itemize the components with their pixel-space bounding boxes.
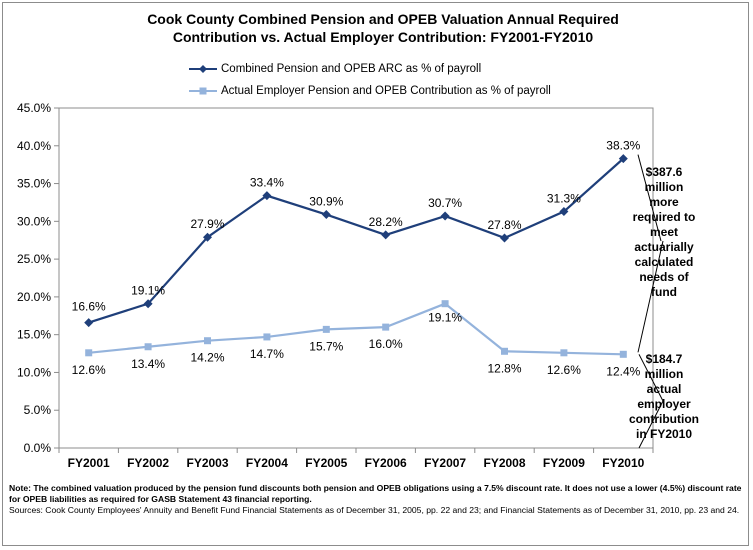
upper-callout-line: calculated xyxy=(634,255,694,269)
lower-callout: $184.7 million actual employer contribution i… xyxy=(623,352,705,442)
data-label-actual: 12.6% xyxy=(547,363,581,377)
data-point-actual xyxy=(204,337,211,345)
legend-label-actual: Actual Employer Pension and OPEB Contrib… xyxy=(221,85,551,97)
y-tick-label: 0.0% xyxy=(24,441,52,455)
data-point-actual xyxy=(382,323,390,331)
note-text: The combined valuation produced by the p… xyxy=(9,483,742,504)
data-label-actual: 16.0% xyxy=(369,337,403,351)
x-tick-label: FY2006 xyxy=(365,456,407,470)
lower-callout-line: million xyxy=(644,367,684,381)
data-label-actual: 12.8% xyxy=(487,361,521,375)
callout-leader-upper-a xyxy=(637,154,662,242)
y-tick-label: 10.0% xyxy=(17,365,51,379)
data-point-actual xyxy=(619,350,627,358)
x-tick-label: FY2004 xyxy=(246,456,288,470)
y-tick-label: 5.0% xyxy=(24,403,52,417)
lower-callout-line: in FY2010 xyxy=(635,427,693,441)
data-point-arc xyxy=(143,299,153,309)
series-line-arc xyxy=(88,157,625,324)
upper-callout-line: actuarially xyxy=(634,240,694,254)
upper-callout-line: needs of xyxy=(639,270,689,284)
y-tick-label: 25.0% xyxy=(17,252,51,266)
series-line-actual xyxy=(88,302,624,356)
x-tick-label: FY2005 xyxy=(305,456,347,470)
data-label-arc: 30.9% xyxy=(309,195,343,209)
upper-callout-line: million xyxy=(644,180,684,194)
lower-callout-line: $184.7 xyxy=(645,352,683,366)
note-label: Note: xyxy=(9,483,31,493)
data-label-arc: 28.2% xyxy=(369,215,403,229)
legend-swatch-actual xyxy=(189,87,217,95)
line-chart: 0.0% 5.0% 10.0% 15.0% 20.0% 25.0% 30.0% 35.0% 40… xyxy=(17,101,664,470)
data-point-arc xyxy=(440,211,450,221)
upper-callout-line: $387.6 xyxy=(645,165,683,179)
y-tick-label: 20.0% xyxy=(17,290,51,304)
y-tick-label: 15.0% xyxy=(17,328,51,342)
chart-title-line-1: Cook County Combined Pension and OPEB Va… xyxy=(147,11,619,27)
upper-callout-line: more xyxy=(649,195,679,209)
chart-title-line-2: Contribution vs. Actual Employer Contrib… xyxy=(172,29,594,45)
y-tick-label: 30.0% xyxy=(17,214,51,228)
data-point-arc xyxy=(500,233,509,243)
legend-item-actual: Actual Employer Pension and OPEB Contrib… xyxy=(189,83,551,99)
data-point-arc xyxy=(203,232,212,242)
data-label-arc: 31.3% xyxy=(547,192,581,206)
callout-leader-lower-b xyxy=(638,400,664,449)
lower-callout-line: actual xyxy=(646,382,682,396)
upper-callout: $387.6 million more required to meet actuaria… xyxy=(623,165,705,300)
data-label-actual: 15.7% xyxy=(309,339,343,353)
upper-callout-line: required to xyxy=(632,210,696,224)
data-label-arc: 33.4% xyxy=(250,176,284,190)
data-point-actual xyxy=(263,333,271,341)
sources-text: Sources: Cook County Employees' Annuity … xyxy=(9,505,740,515)
plot-area xyxy=(58,107,654,449)
data-point-arc xyxy=(559,207,569,217)
legend-item-arc: Combined Pension and OPEB ARC as % of pa… xyxy=(189,61,481,77)
y-tick-label: 40.0% xyxy=(17,139,51,153)
x-tick-label: FY2002 xyxy=(127,456,169,470)
x-tick-label: FY2003 xyxy=(186,456,228,470)
data-point-arc xyxy=(84,318,94,328)
data-point-arc xyxy=(381,230,391,240)
data-label-arc: 27.8% xyxy=(487,218,521,232)
data-label-actual: 13.4% xyxy=(131,357,165,371)
upper-callout-line: fund xyxy=(651,285,677,299)
upper-callout-line: meet xyxy=(649,225,678,239)
footnote: Note: The combined valuation produced by… xyxy=(9,483,744,516)
data-label-arc: 38.3% xyxy=(606,139,640,153)
legend-swatch-arc xyxy=(189,65,217,73)
data-point-actual xyxy=(322,325,330,333)
x-tick-label: FY2001 xyxy=(68,456,110,470)
data-point-actual xyxy=(85,349,93,357)
legend-label-arc: Combined Pension and OPEB ARC as % of pa… xyxy=(221,63,482,75)
lower-callout-line: contribution xyxy=(629,412,699,426)
data-point-arc xyxy=(321,210,331,220)
data-label-arc: 27.9% xyxy=(190,217,224,231)
x-tick-label: FY2008 xyxy=(483,456,525,470)
callout-leader-upper-b xyxy=(637,240,664,353)
data-label-actual: 14.2% xyxy=(190,351,224,365)
data-point-arc xyxy=(262,191,272,201)
x-tick-label: FY2007 xyxy=(424,456,466,470)
data-label-actual: 12.6% xyxy=(72,363,106,377)
x-tick-label: FY2009 xyxy=(543,456,585,470)
lower-callout-line: employer xyxy=(637,397,691,411)
data-label-arc: 30.7% xyxy=(428,196,462,210)
data-label-actual: 14.7% xyxy=(250,347,284,361)
y-tick-label: 45.0% xyxy=(17,101,51,115)
y-tick-label: 35.0% xyxy=(17,177,51,191)
data-label-actual: 12.4% xyxy=(606,364,640,378)
data-point-arc xyxy=(618,154,628,164)
x-tick-label: FY2010 xyxy=(602,456,644,470)
data-point-actual xyxy=(501,347,508,355)
data-label-actual: 19.1% xyxy=(428,311,462,325)
data-point-actual xyxy=(441,300,449,308)
callout-leader-lower-a xyxy=(638,354,664,402)
data-label-arc: 19.1% xyxy=(131,284,165,298)
data-point-actual xyxy=(144,343,152,351)
data-label-arc: 16.6% xyxy=(72,300,106,314)
data-point-actual xyxy=(560,349,568,357)
